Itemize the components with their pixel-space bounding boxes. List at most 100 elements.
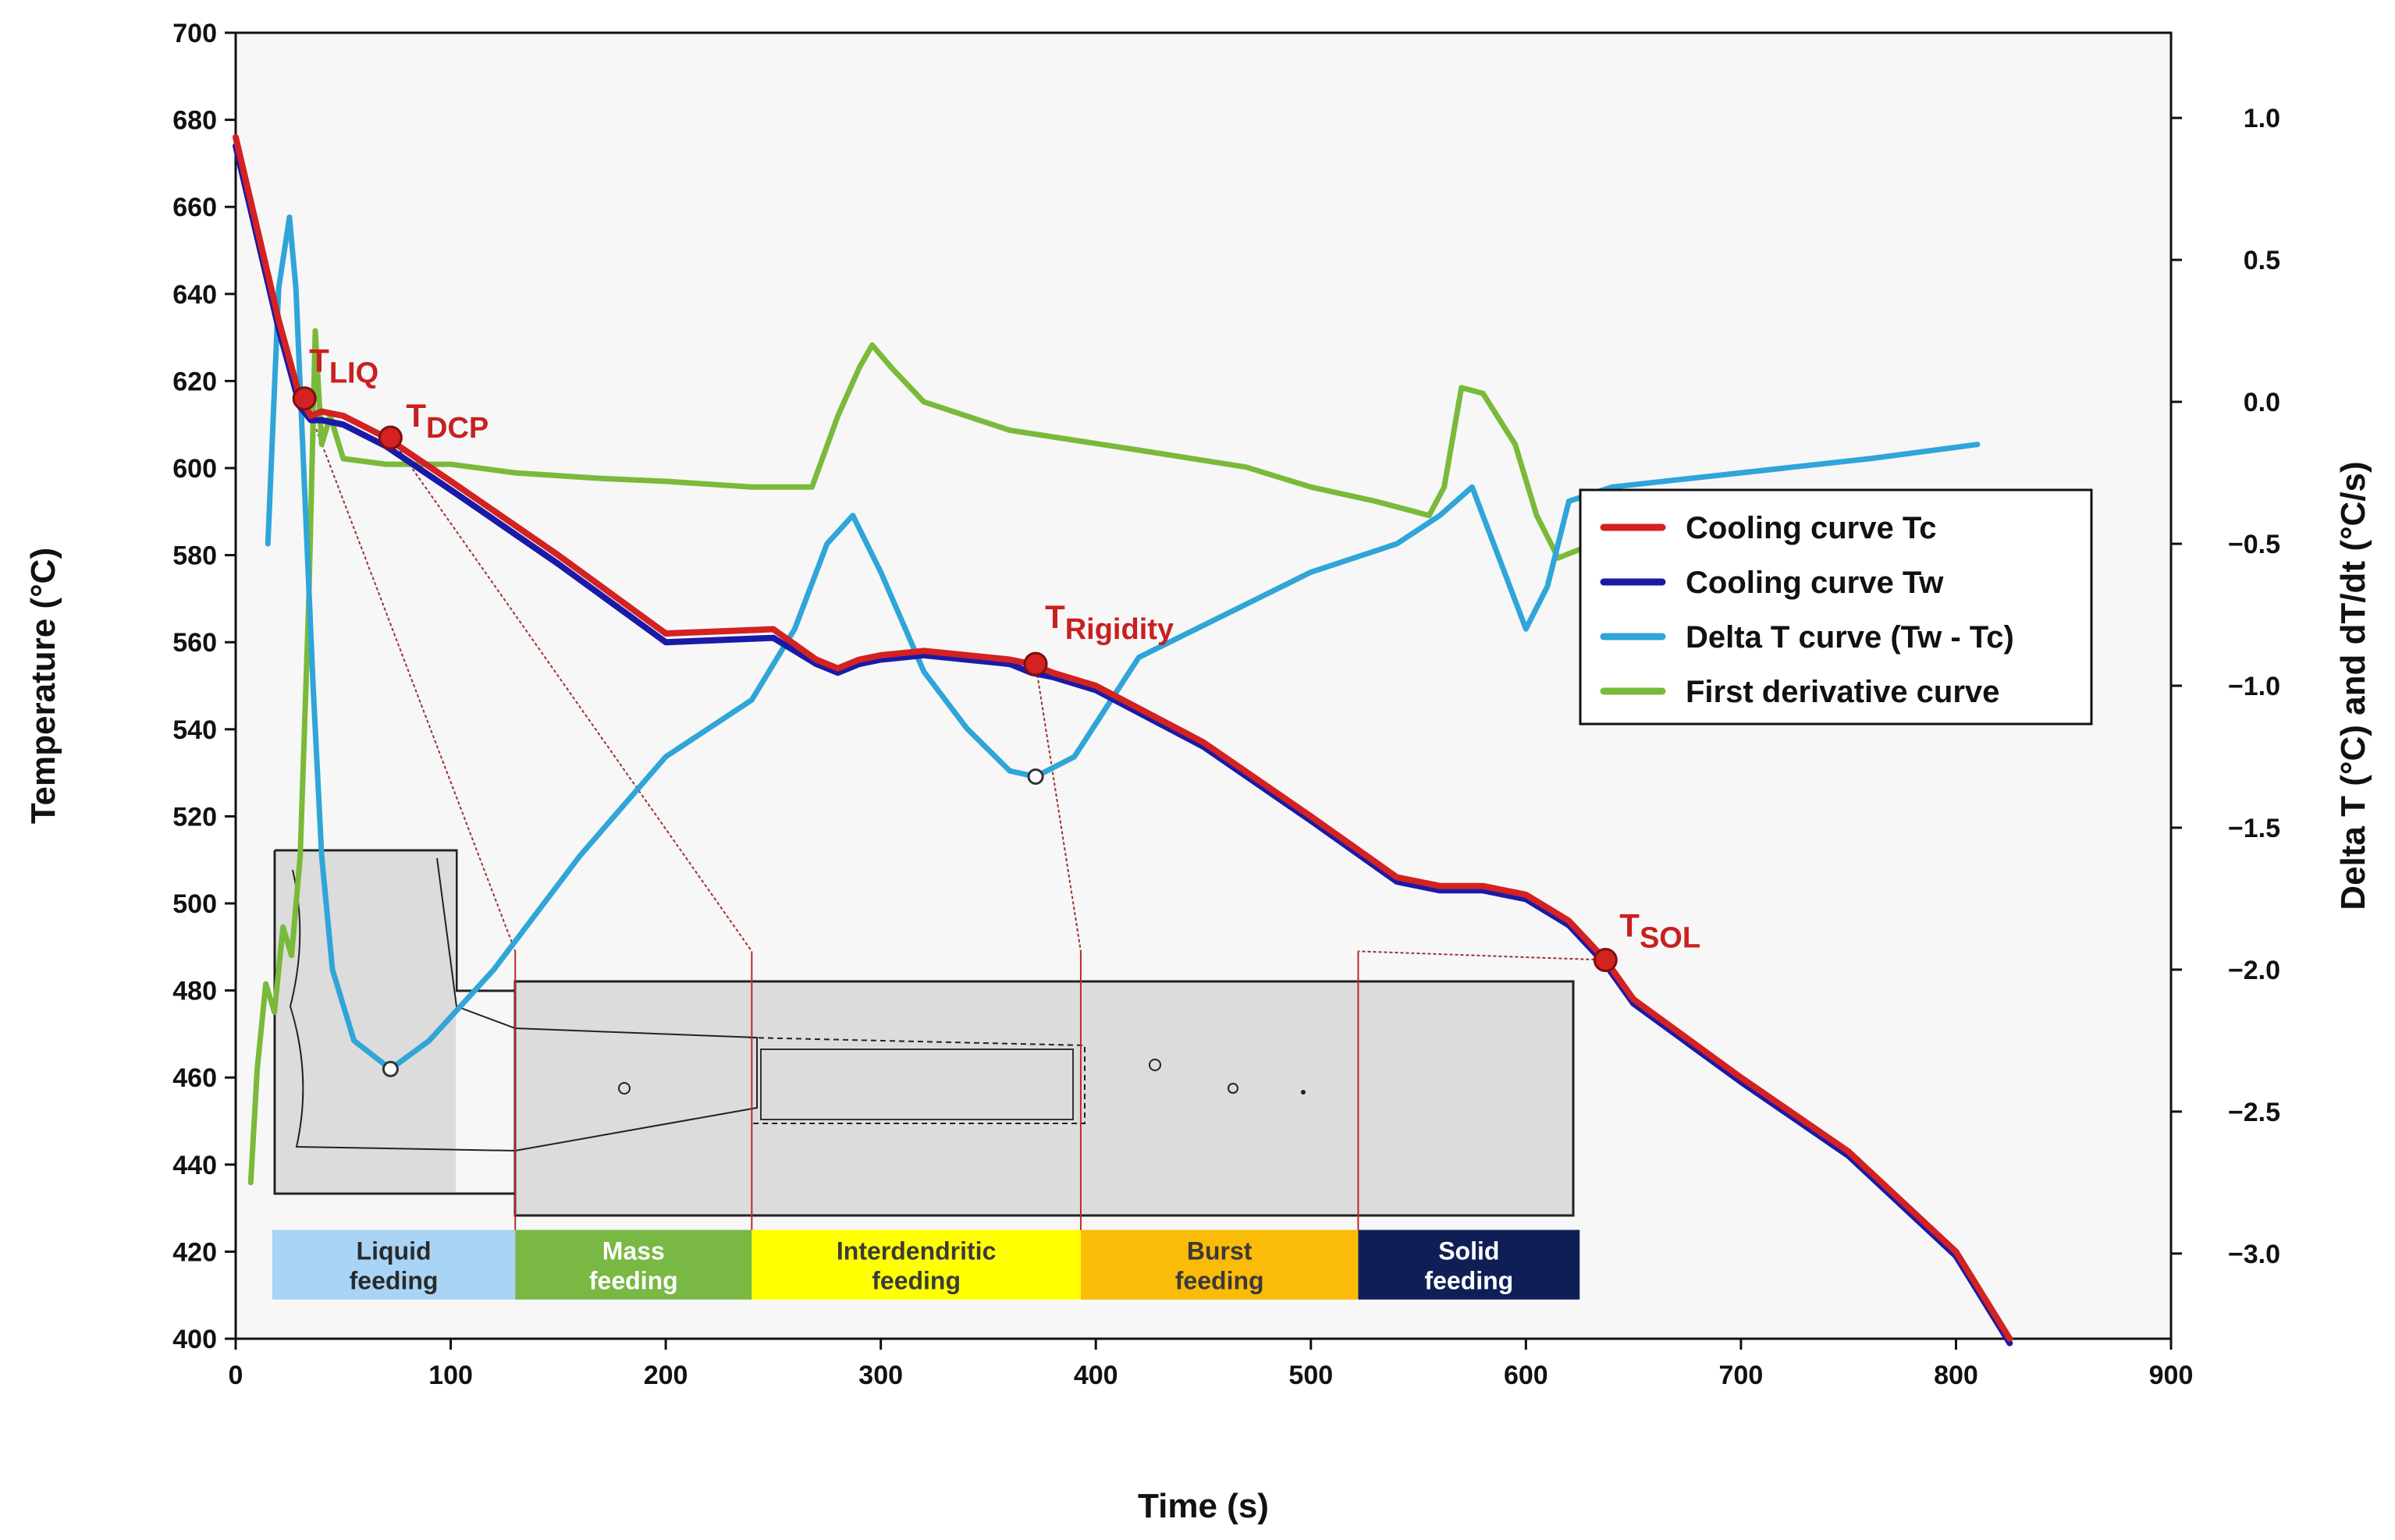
point-label-main: T	[406, 397, 426, 434]
stage-band	[1358, 1230, 1580, 1300]
y2-tick-label: −2.0	[2228, 956, 2280, 985]
y2-axis-title: Delta T (°C) and dT/dt (°C/s)	[2334, 461, 2372, 910]
y-tick-label: 400	[172, 1325, 217, 1354]
point-label-subscript: SOL	[1640, 922, 1700, 955]
connector-line	[304, 398, 517, 952]
y-axis-title: Temperature (°C)	[24, 548, 62, 824]
point-label-subscript: DCP	[426, 412, 489, 445]
y-tick-label: 460	[172, 1063, 217, 1093]
y-tick-label: 420	[172, 1237, 217, 1267]
legend-label-tw: Cooling curve Tw	[1686, 566, 1944, 600]
point-label-main: T	[1619, 907, 1640, 944]
open-marker	[1027, 768, 1044, 785]
series-line	[265, 215, 1981, 1072]
schematic-riser-fill	[276, 852, 456, 1192]
x-tick-label: 400	[1074, 1361, 1118, 1390]
point-label: TSOL	[1619, 907, 1700, 955]
point-label-main: T	[1045, 598, 1065, 635]
stage-band	[515, 1230, 752, 1300]
axes: 0 100 200 300 400 500 600 700 800 900 400 420 440 460…	[172, 19, 2280, 1390]
y-tick-label: 500	[172, 889, 217, 919]
series-line	[247, 328, 2002, 1186]
schematic-solid-front	[289, 857, 758, 1152]
point-label-subscript: Rigidity	[1065, 613, 1174, 646]
point-label: TRigidity	[1045, 598, 1174, 646]
feeding-stage-bands: LiquidfeedingMassfeedingInterdendriticfe…	[272, 1230, 1580, 1300]
series-line	[233, 133, 2013, 1342]
x-axis-title: Time (s)	[1138, 1487, 1269, 1525]
legend-label-tc: Cooling curve Tc	[1686, 511, 1937, 545]
y2-tick-label: −0.5	[2228, 530, 2280, 559]
stage-band	[752, 1230, 1081, 1300]
y2-tick-label: −2.5	[2228, 1098, 2280, 1127]
point-label: TDCP	[406, 397, 489, 445]
stage-label: feeding	[872, 1267, 961, 1295]
stage-band	[272, 1230, 516, 1300]
y-tick-label: 600	[172, 454, 217, 484]
open-marker	[382, 1060, 399, 1077]
legend: Cooling curve Tc Cooling curve Tw Delta …	[1579, 488, 2093, 726]
y2-tick-label: −1.0	[2228, 672, 2280, 701]
x-tick-label: 700	[1719, 1361, 1764, 1390]
y-tick-label: 700	[172, 19, 217, 48]
y-tick-label: 640	[172, 280, 217, 310]
stage-label: Solid	[1438, 1237, 1499, 1265]
schematic-bar	[513, 980, 1575, 1217]
legend-label-derivative: First derivative curve	[1686, 675, 1999, 709]
schematic-dendrite-network	[760, 1049, 1074, 1120]
schematic-pore	[1228, 1083, 1238, 1094]
x-tick-label: 200	[644, 1361, 688, 1390]
y-tick-label: 680	[172, 106, 217, 136]
stage-label: Interdendritic	[837, 1237, 996, 1265]
y-tick-label: 540	[172, 715, 217, 745]
y-tick-label: 440	[172, 1151, 217, 1180]
x-tick-label: 600	[1504, 1361, 1548, 1390]
stage-band	[1080, 1230, 1359, 1300]
x-tick-label: 900	[2149, 1361, 2194, 1390]
stage-label: feeding	[350, 1267, 439, 1295]
y2-tick-label: 0.5	[2244, 246, 2280, 275]
point-label-subscript: LIQ	[329, 357, 378, 390]
stage-label: feeding	[589, 1267, 678, 1295]
point-label: TLIQ	[309, 342, 378, 390]
point-marker	[378, 425, 403, 450]
connector-line	[1358, 950, 1606, 961]
schematic-pore	[1149, 1059, 1161, 1071]
x-tick-label: 0	[229, 1361, 243, 1390]
stage-label: feeding	[1424, 1267, 1513, 1295]
stage-connector-lines	[304, 398, 1606, 1230]
connector-line	[389, 437, 753, 952]
point-label-main: T	[309, 342, 329, 379]
y-tick-label: 580	[172, 541, 217, 571]
y-tick-label: 620	[172, 367, 217, 396]
point-marker	[1593, 948, 1618, 973]
schematic-dendrite-zone	[748, 1037, 1086, 1124]
y2-tick-label: −3.0	[2228, 1240, 2280, 1269]
stage-label: Mass	[602, 1237, 665, 1265]
y2-tick-label: −1.5	[2228, 814, 2280, 843]
data-series	[233, 133, 2013, 1347]
stage-label: Burst	[1187, 1237, 1253, 1265]
y-tick-label: 660	[172, 193, 217, 222]
stage-label: feeding	[1175, 1267, 1264, 1295]
x-tick-label: 500	[1288, 1361, 1333, 1390]
point-marker	[1023, 651, 1048, 676]
x-tick-label: 100	[428, 1361, 473, 1390]
casting-schematic	[273, 849, 1575, 1217]
point-marker	[292, 386, 317, 411]
x-tick-label: 800	[1934, 1361, 1978, 1390]
y-tick-label: 520	[172, 802, 217, 832]
stage-label: Liquid	[357, 1237, 432, 1265]
y-tick-label: 560	[172, 628, 217, 658]
x-tick-label: 300	[858, 1361, 903, 1390]
connector-line	[1035, 663, 1082, 952]
y-tick-label: 480	[172, 977, 217, 1006]
y2-tick-label: 0.0	[2244, 388, 2280, 417]
legend-box	[1579, 488, 2093, 726]
schematic-pore	[1301, 1090, 1306, 1095]
legend-label-delta: Delta T curve (Tw - Tc)	[1686, 620, 2014, 655]
schematic-grain	[618, 1082, 631, 1095]
y2-tick-label: 1.0	[2244, 104, 2280, 133]
